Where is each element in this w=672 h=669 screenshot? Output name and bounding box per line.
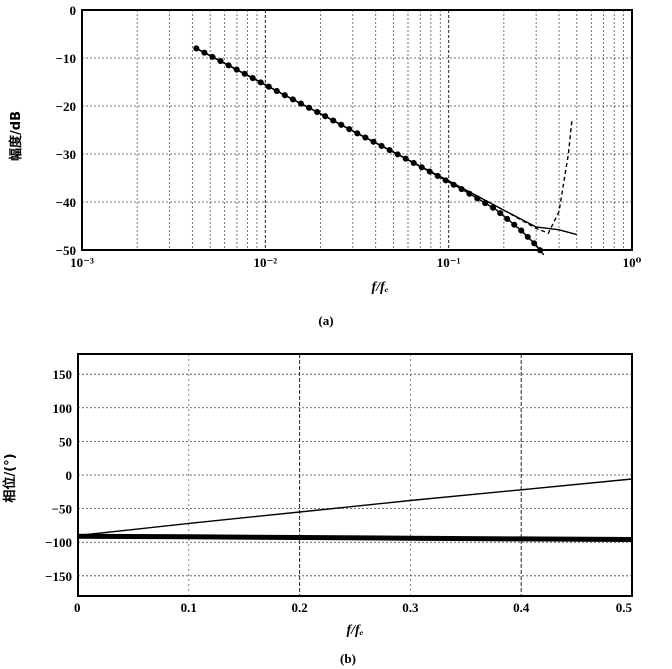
series-a2-dotted-line: [193, 45, 547, 258]
chart-b-series: [77, 478, 633, 542]
x-tick-label: 10⁻³: [70, 255, 94, 270]
series-a3-dashed-line: [448, 120, 573, 235]
series-b1-line: [77, 478, 633, 537]
y-tick-label: 150: [53, 367, 73, 382]
x-tick-label: 0.5: [616, 600, 633, 615]
x-tick-label: 0.4: [513, 600, 530, 615]
chart-a-grid: [82, 10, 632, 250]
chart-panel-b: 150 100 50 0 −50 −100 −150 0 0.1 0.2 0.3 0.4 0.5 f/f…: [2, 353, 633, 666]
y-tick-label: −30: [56, 147, 76, 162]
chart-a-x-axis-label: f/fₑ: [371, 280, 388, 295]
y-tick-label: −20: [56, 99, 76, 114]
y-tick-label: 50: [59, 434, 72, 449]
x-tick-label: 0: [74, 600, 81, 615]
y-tick-label: 100: [53, 401, 73, 416]
y-tick-label: 0: [66, 468, 73, 483]
x-tick-label: 0.2: [291, 600, 307, 615]
y-tick-label: −40: [56, 195, 76, 210]
chart-b-panel-label: (b): [340, 651, 356, 666]
chart-b-grid: [78, 354, 632, 596]
x-tick-label: 10⁰: [623, 255, 642, 270]
x-tick-label: 10⁻²: [253, 255, 277, 270]
chart-b-x-axis-label: f/fₑ: [346, 623, 363, 638]
y-tick-label: 0: [70, 3, 77, 18]
series-a2-line: [195, 47, 545, 256]
y-tick-label: −100: [45, 535, 72, 550]
y-tick-label: −10: [56, 51, 76, 66]
chart-a-y-axis-label: 幅度/dB: [8, 111, 24, 161]
series-b2-line: [77, 533, 633, 542]
chart-a-plot-frame: [81, 9, 633, 251]
chart-b-y-axis-label: 相位/(°): [2, 453, 18, 502]
chart-b-plot-frame: [77, 353, 633, 597]
y-tick-label: −50: [52, 502, 72, 517]
x-tick-label: 10⁻¹: [437, 255, 461, 270]
x-tick-label: 0.3: [402, 600, 419, 615]
chart-a-panel-label: (a): [318, 313, 333, 328]
y-tick-label: −150: [45, 569, 72, 584]
x-tick-label: 0.1: [181, 600, 197, 615]
chart-b-tick-labels: 150 100 50 0 −50 −100 −150 0 0.1 0.2 0.3 0.4 0.5: [45, 367, 632, 615]
chart-a-series: [193, 45, 577, 258]
y-tick-label: −50: [56, 243, 76, 258]
